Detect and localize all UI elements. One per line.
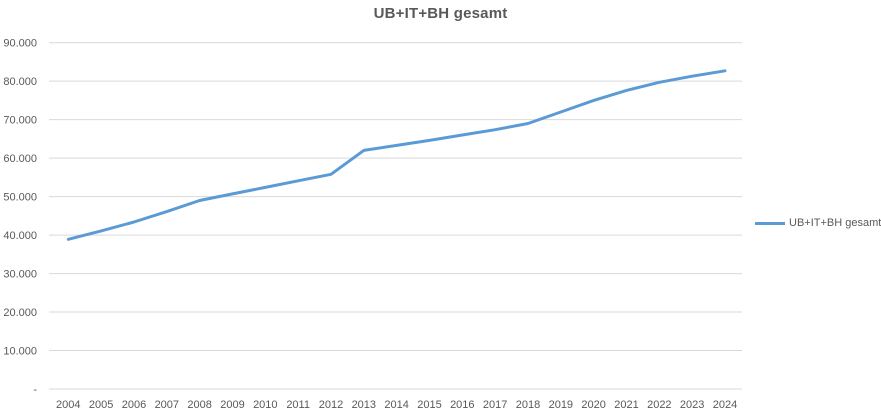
- x-axis-tick-label: 2009: [220, 399, 244, 411]
- y-axis-tick-label: 30.000: [3, 269, 37, 281]
- y-axis-tick-label: 40.000: [3, 230, 37, 242]
- legend-label: UB+IT+BH gesamt: [789, 217, 881, 229]
- x-axis-tick-label: 2016: [450, 399, 474, 411]
- series-line: [66, 69, 727, 241]
- x-axis-tick-label: 2021: [614, 399, 638, 411]
- x-axis-tick-label: 2012: [319, 399, 343, 411]
- x-axis-tick-label: 2017: [483, 399, 507, 411]
- x-axis-tick-label: 2019: [549, 399, 573, 411]
- x-axis-tick-label: 2010: [253, 399, 277, 411]
- x-axis-tick-label: 2005: [89, 399, 113, 411]
- y-axis-tick-label: 80.000: [3, 76, 37, 88]
- x-axis-tick-label: 2013: [352, 399, 376, 411]
- y-axis-tick-label: 70.000: [3, 115, 37, 127]
- y-axis-tick-label: 60.000: [3, 153, 37, 165]
- x-axis-tick-label: 2011: [286, 399, 310, 411]
- y-axis-tick-label: 20.000: [3, 307, 37, 319]
- x-axis-tick-label: 2024: [713, 399, 737, 411]
- x-axis-tick-label: 2018: [516, 399, 540, 411]
- chart-title: UB+IT+BH gesamt: [373, 5, 508, 22]
- y-axis-tick-label: 90.000: [3, 38, 37, 50]
- x-axis-tick-label: 2020: [581, 399, 605, 411]
- legend-line-swatch: [755, 221, 785, 225]
- x-axis-tick-label: 2014: [384, 399, 408, 411]
- x-axis-tick-label: 2015: [417, 399, 441, 411]
- x-axis-tick-label: 2022: [647, 399, 671, 411]
- y-axis-tick-label: 50.000: [3, 192, 37, 204]
- x-axis-tick-label: 2023: [680, 399, 704, 411]
- x-axis-tick-label: 2007: [155, 399, 179, 411]
- legend: UB+IT+BH gesamt: [755, 217, 881, 229]
- y-axis-tick-label: 10.000: [3, 346, 37, 358]
- x-axis-tick-label: 2004: [56, 399, 80, 411]
- y-axis-tick-label: -: [33, 384, 37, 396]
- x-axis-tick-label: 2008: [187, 399, 211, 411]
- x-axis-tick-label: 2006: [122, 399, 146, 411]
